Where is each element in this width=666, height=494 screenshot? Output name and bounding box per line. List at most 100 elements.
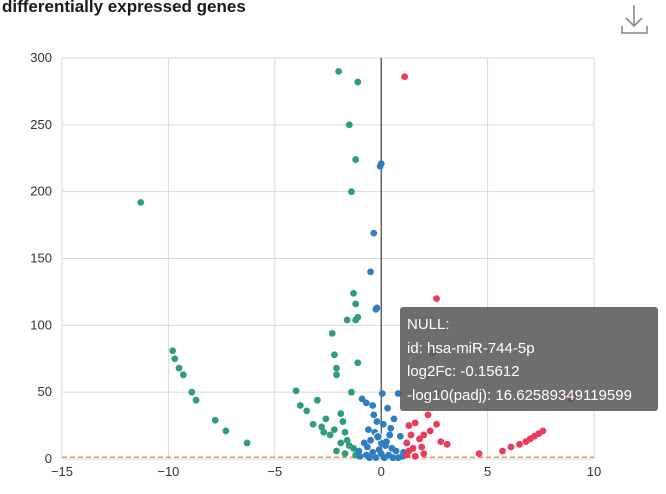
data-point-up — [443, 440, 451, 448]
data-point-down — [352, 316, 360, 324]
data-point-ns — [392, 447, 400, 455]
data-point-up — [433, 295, 440, 302]
data-point-down — [322, 415, 330, 423]
data-point-up — [420, 450, 428, 458]
data-point-down — [350, 444, 357, 452]
data-point-ns — [380, 454, 388, 462]
data-point-up — [405, 422, 413, 429]
data-point-up — [401, 73, 409, 81]
y-tick-label: 300 — [30, 50, 52, 65]
data-point-down — [175, 364, 183, 372]
data-point-ns — [372, 305, 380, 313]
data-point-ns — [377, 439, 385, 447]
data-point-down — [345, 121, 353, 129]
data-point-down — [333, 371, 340, 379]
data-point-up — [405, 447, 413, 455]
data-point-up — [507, 443, 515, 451]
data-point-down — [169, 347, 177, 355]
y-tick-label: 250 — [30, 117, 52, 132]
x-tick-label: −5 — [267, 464, 282, 479]
data-point-ns — [355, 447, 363, 455]
data-point-ns — [367, 268, 374, 276]
y-tick-label: 0 — [45, 451, 52, 466]
data-point-ns — [389, 454, 397, 462]
data-point-down — [330, 426, 338, 433]
data-point-ns — [373, 418, 381, 425]
data-point-down — [313, 396, 321, 404]
data-point-ns — [387, 424, 395, 432]
x-tick-label: 5 — [484, 464, 491, 479]
data-point-ns — [370, 229, 378, 237]
data-point-down — [352, 156, 360, 163]
chart-title: differentially expressed genes — [2, 0, 246, 16]
y-tick-label: 100 — [30, 317, 52, 332]
data-point-ns — [369, 402, 377, 409]
data-point-up — [499, 447, 506, 455]
data-point-ns — [367, 436, 374, 444]
data-point-ns — [362, 399, 370, 407]
data-point-down — [296, 402, 304, 409]
tooltip-id: id: hsa-miR-744-5p — [407, 339, 535, 357]
data-point-up — [437, 438, 445, 446]
data-point-ns — [363, 443, 371, 451]
data-point-ns — [394, 454, 402, 462]
data-point-down — [341, 450, 349, 458]
data-point-up — [420, 431, 428, 439]
data-point-down — [137, 198, 145, 206]
y-tick-label: 50 — [38, 384, 52, 399]
data-point-down — [341, 428, 349, 436]
data-point-up — [411, 452, 419, 460]
data-point-up — [403, 439, 411, 447]
x-tick-label: −15 — [51, 464, 73, 479]
data-point-ns — [379, 420, 387, 428]
data-point-down — [243, 439, 251, 447]
data-point-down — [333, 447, 340, 455]
data-point-ns — [372, 454, 380, 462]
data-point-ns — [369, 448, 377, 456]
x-tick-label: −10 — [157, 464, 179, 479]
data-point-down — [330, 351, 338, 359]
x-tick-label: 0 — [378, 464, 385, 479]
data-point-ns — [384, 404, 391, 412]
data-point-ns — [394, 390, 402, 397]
data-point-up — [411, 419, 419, 427]
data-point-down — [179, 371, 187, 379]
point-tooltip: NULL: id: hsa-miR-744-5p log2Fc: -0.1561… — [400, 307, 658, 411]
data-point-down — [337, 439, 345, 447]
data-point-down — [333, 364, 340, 372]
data-point-down — [292, 387, 300, 395]
data-point-down — [309, 420, 317, 428]
x-tick-label: 10 — [587, 464, 601, 479]
data-point-down — [354, 78, 362, 86]
data-point-down — [348, 388, 355, 396]
data-point-up — [539, 427, 547, 435]
download-icon[interactable] — [618, 2, 652, 36]
data-point-down — [171, 355, 179, 363]
data-point-down — [335, 67, 343, 75]
data-point-up — [418, 443, 426, 451]
data-point-up — [516, 440, 523, 448]
data-point-down — [350, 289, 357, 297]
data-point-down — [192, 396, 200, 404]
data-point-down — [328, 329, 336, 337]
tooltip-padj: -log10(padj): 16.62589349119599 — [407, 386, 632, 404]
data-point-down — [320, 428, 328, 436]
data-point-down — [348, 188, 355, 196]
data-point-down — [352, 300, 360, 308]
data-point-down — [326, 431, 334, 439]
tooltip-log2fc: log2Fc: -0.15612 — [407, 363, 520, 380]
data-point-ns — [376, 162, 384, 170]
data-point-down — [222, 427, 230, 435]
data-point-ns — [358, 395, 366, 403]
data-point-ns — [396, 432, 404, 440]
data-point-up — [433, 420, 440, 428]
data-point-ns — [378, 390, 386, 397]
data-point-down — [354, 359, 362, 367]
data-point-up — [416, 435, 423, 443]
data-point-ns — [386, 431, 394, 439]
y-tick-label: 150 — [30, 251, 52, 266]
data-point-down — [303, 407, 311, 415]
data-point-down — [343, 316, 351, 324]
data-point-ns — [370, 411, 378, 419]
